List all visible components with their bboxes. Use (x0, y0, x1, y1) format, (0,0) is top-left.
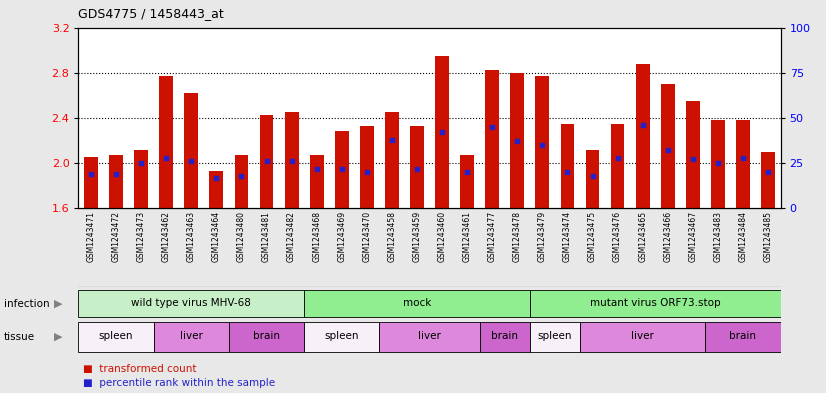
Bar (235, 155, 249, 208)
Text: liver: liver (180, 331, 202, 342)
Text: spleen: spleen (538, 331, 572, 342)
Bar (304, 290, 529, 317)
Text: GSM1243474: GSM1243474 (563, 211, 572, 262)
Bar (460, 155, 474, 208)
Bar (510, 73, 525, 208)
Text: GSM1243481: GSM1243481 (262, 211, 271, 261)
Bar (78, 322, 154, 352)
Text: wild type virus MHV-68: wild type virus MHV-68 (131, 298, 251, 308)
Text: GSM1243483: GSM1243483 (714, 211, 723, 262)
Bar (259, 114, 273, 208)
Bar (686, 101, 700, 208)
Text: mutant virus ORF73.stop: mutant virus ORF73.stop (590, 298, 720, 308)
Text: GSM1243462: GSM1243462 (162, 211, 171, 262)
Text: GSM1243480: GSM1243480 (237, 211, 246, 262)
Bar (486, 70, 499, 208)
Text: infection: infection (4, 299, 50, 309)
Bar (636, 64, 649, 208)
Text: brain: brain (729, 331, 757, 342)
Text: tissue: tissue (4, 332, 36, 342)
Bar (78, 290, 304, 317)
Text: GSM1243479: GSM1243479 (538, 211, 547, 262)
Bar (761, 152, 775, 208)
Bar (529, 290, 781, 317)
Bar (210, 171, 223, 208)
Bar (335, 131, 349, 208)
Text: GSM1243485: GSM1243485 (763, 211, 772, 262)
Text: GSM1243484: GSM1243484 (738, 211, 748, 262)
Text: GDS4775 / 1458443_at: GDS4775 / 1458443_at (78, 7, 224, 20)
Text: GSM1243472: GSM1243472 (112, 211, 121, 262)
Bar (535, 76, 549, 208)
Bar (705, 322, 781, 352)
Bar (580, 322, 705, 352)
Bar (229, 322, 304, 352)
Text: GSM1243465: GSM1243465 (638, 211, 647, 262)
Text: GSM1243459: GSM1243459 (412, 211, 421, 262)
Bar (385, 112, 399, 208)
Text: GSM1243473: GSM1243473 (136, 211, 145, 262)
Bar (610, 123, 624, 208)
Text: GSM1243468: GSM1243468 (312, 211, 321, 262)
Bar (135, 149, 148, 208)
Bar (561, 123, 574, 208)
Text: brain: brain (253, 331, 280, 342)
Text: ▶: ▶ (54, 299, 62, 309)
Text: GSM1243464: GSM1243464 (212, 211, 221, 262)
Text: GSM1243482: GSM1243482 (287, 211, 296, 261)
Bar (360, 126, 373, 208)
Bar (435, 56, 449, 208)
Bar (480, 322, 529, 352)
Text: GSM1243461: GSM1243461 (463, 211, 472, 262)
Text: GSM1243467: GSM1243467 (688, 211, 697, 262)
Text: GSM1243476: GSM1243476 (613, 211, 622, 262)
Text: brain: brain (491, 331, 518, 342)
Text: liver: liver (418, 331, 441, 342)
Text: ▶: ▶ (54, 332, 62, 342)
Text: GSM1243458: GSM1243458 (387, 211, 396, 262)
Text: GSM1243463: GSM1243463 (187, 211, 196, 262)
Bar (379, 322, 480, 352)
Bar (586, 149, 600, 208)
Text: ■  transformed count: ■ transformed count (83, 364, 196, 375)
Text: GSM1243477: GSM1243477 (487, 211, 496, 262)
Bar (736, 120, 750, 208)
Text: spleen: spleen (99, 331, 133, 342)
Bar (711, 120, 724, 208)
Text: GSM1243466: GSM1243466 (663, 211, 672, 262)
Text: GSM1243475: GSM1243475 (588, 211, 597, 262)
Bar (109, 155, 123, 208)
Text: GSM1243460: GSM1243460 (438, 211, 447, 262)
Bar (529, 322, 580, 352)
Text: GSM1243469: GSM1243469 (337, 211, 346, 262)
Bar (310, 155, 324, 208)
Text: ■  percentile rank within the sample: ■ percentile rank within the sample (83, 378, 275, 388)
Bar (661, 84, 675, 208)
Bar (154, 322, 229, 352)
Bar (410, 126, 424, 208)
Bar (285, 112, 298, 208)
Text: GSM1243471: GSM1243471 (87, 211, 96, 262)
Bar (184, 93, 198, 208)
Bar (304, 322, 379, 352)
Text: GSM1243478: GSM1243478 (513, 211, 522, 262)
Text: mock: mock (403, 298, 431, 308)
Text: spleen: spleen (325, 331, 359, 342)
Text: liver: liver (631, 331, 654, 342)
Text: GSM1243470: GSM1243470 (363, 211, 372, 262)
Bar (84, 158, 98, 208)
Bar (159, 76, 173, 208)
